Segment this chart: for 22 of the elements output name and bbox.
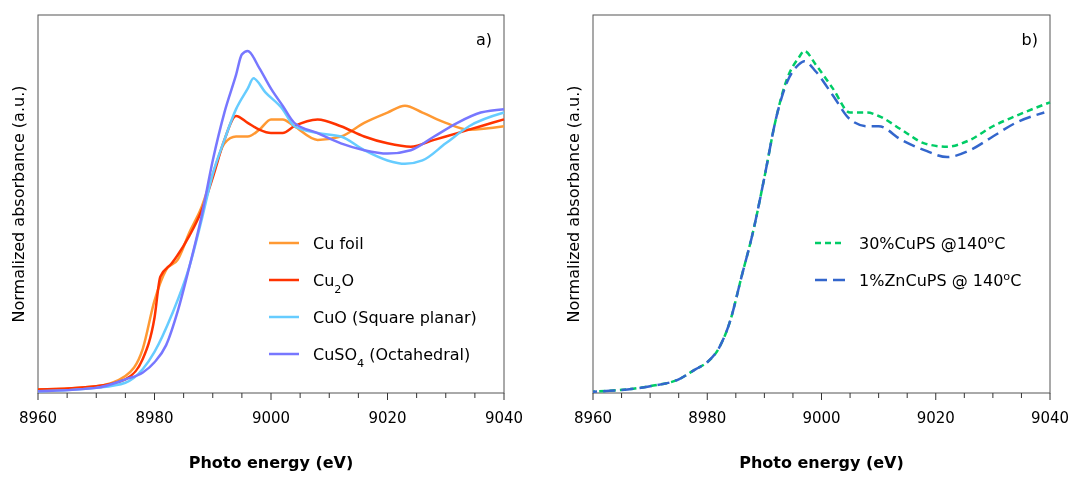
x-tick-label: 9020 xyxy=(916,409,955,427)
x-tick-label: 8960 xyxy=(18,409,58,427)
legend-label: Cu$_{2}$O xyxy=(313,271,355,296)
x-tick-label: 9020 xyxy=(368,409,407,427)
x-axis-title: Photo energy (eV) xyxy=(739,453,904,472)
legend-label: CuO (Square planar) xyxy=(313,308,477,327)
x-tick-label: 8960 xyxy=(573,409,613,427)
legend-label: CuSO$_{4}$ (Octahedral) xyxy=(313,345,471,370)
legend-label: 30%CuPS @140$^{o}$C xyxy=(859,232,1006,253)
text: b) xyxy=(1021,30,1038,49)
legend-label: 1%ZnCuPS @ 140$^{o}$C xyxy=(859,269,1022,290)
x-tick-label: 8980 xyxy=(135,409,174,427)
x-tick-label: 9040 xyxy=(1030,409,1070,427)
legend-label: Cu foil xyxy=(313,234,364,253)
text: a) xyxy=(475,30,492,49)
x-axis-title: Photo energy (eV) xyxy=(188,453,354,472)
x-tick-label: 9000 xyxy=(251,409,291,427)
x-tick-label: 8980 xyxy=(688,409,727,427)
x-tick-label: 9040 xyxy=(484,409,524,427)
y-axis-title: Normalized absorbance (a.u.) xyxy=(9,85,28,323)
y-axis-title: Normalized absorbance (a.u.) xyxy=(564,85,583,323)
x-tick-label: 9000 xyxy=(802,409,841,427)
